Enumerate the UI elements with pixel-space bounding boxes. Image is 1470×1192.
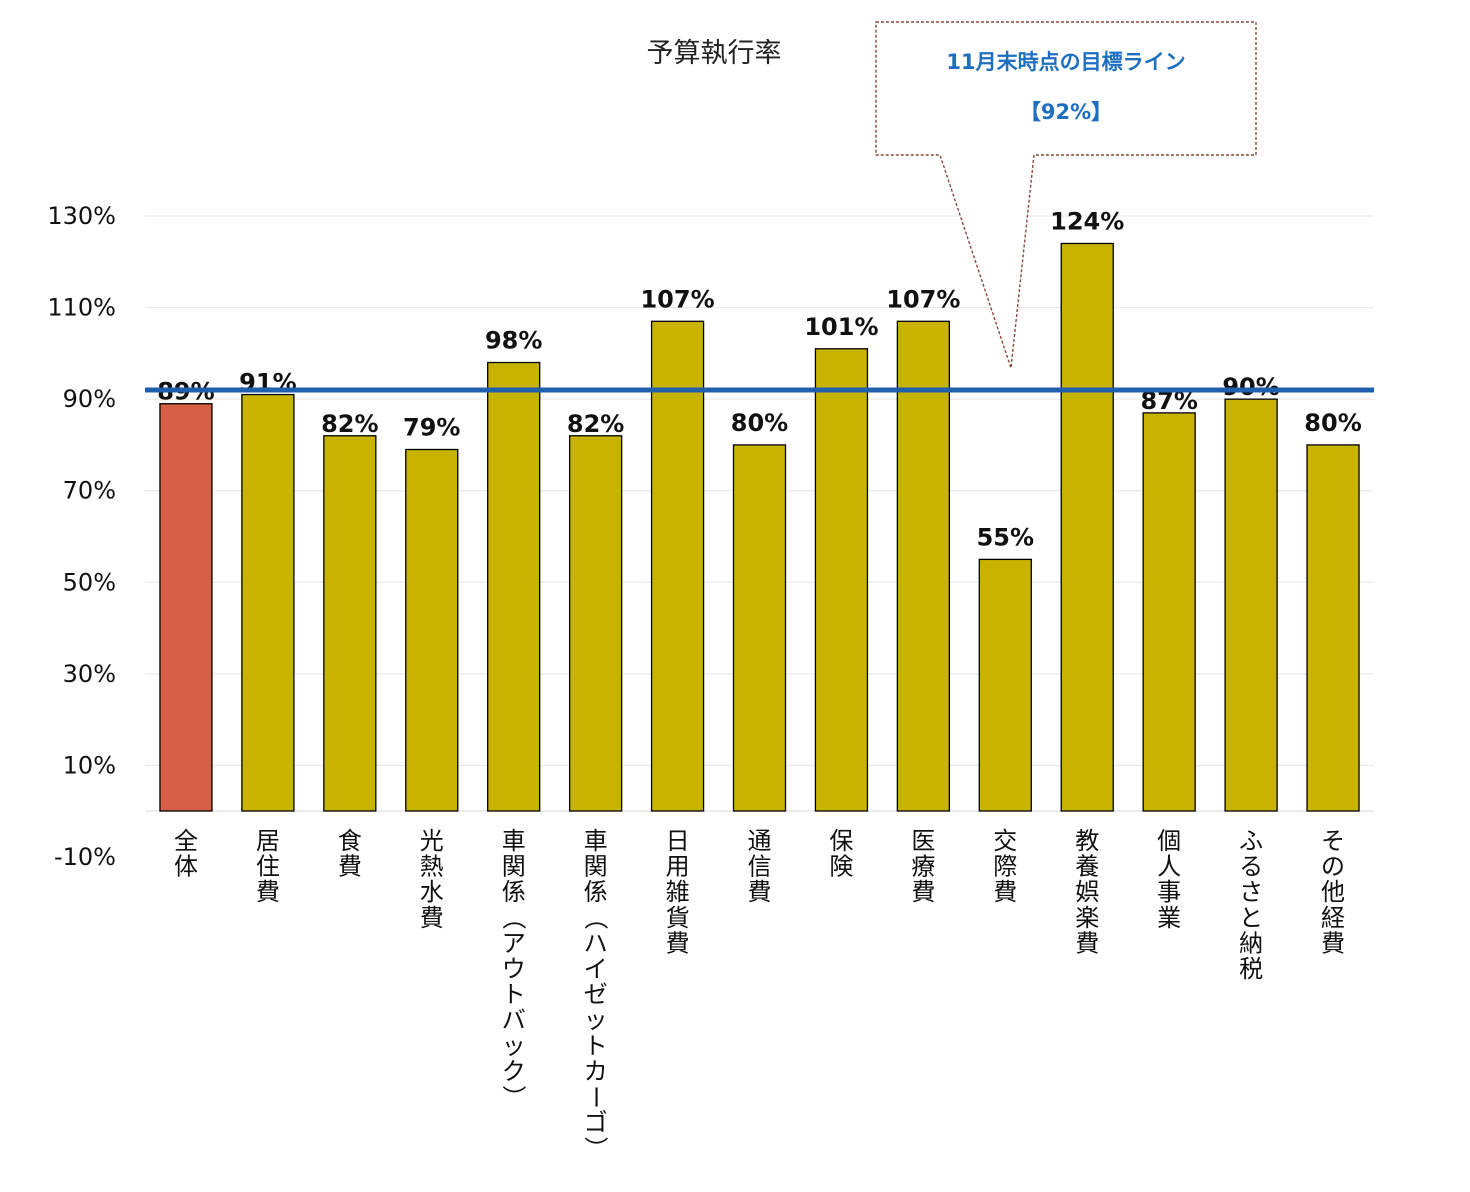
callout-value: 【92%】: [1020, 100, 1112, 124]
category-glyph: （: [582, 906, 610, 930]
bar: [732, 444, 787, 812]
data-label: 82%: [321, 410, 378, 438]
category-label: 個人事業: [1157, 827, 1181, 932]
y-tick-label: 130%: [47, 202, 116, 230]
category-label: 通信費: [748, 827, 772, 906]
data-label: 101%: [804, 313, 878, 341]
category-glyph: ー: [582, 1085, 610, 1109]
data-label: 55%: [977, 523, 1034, 551]
y-axis-ticks: 130% 110% 90% 70% 50% 30% 10% -10%: [47, 202, 116, 871]
bar: [323, 435, 377, 812]
category-glyph: ）: [500, 1085, 528, 1109]
bar: [487, 361, 541, 812]
target-callout: 11月末時点の目標ライン 【92%】: [875, 21, 1257, 369]
y-tick-label: 10%: [63, 751, 116, 779]
data-label: 82%: [567, 410, 624, 438]
y-tick-label: 110%: [47, 294, 116, 322]
y-tick-label: -10%: [54, 843, 116, 871]
category-label: 光熱水費: [420, 827, 444, 932]
category-label: 食費: [338, 827, 362, 881]
category-label: 車関係ハイゼットカゴ: [584, 827, 608, 1137]
data-label: 98%: [485, 327, 542, 355]
data-label: 107%: [640, 285, 714, 313]
category-label: 交際費: [993, 827, 1017, 906]
bar: [1224, 398, 1278, 812]
data-label: 90%: [1222, 373, 1279, 401]
data-label: 80%: [1304, 409, 1361, 437]
chart-title: 予算執行率: [647, 38, 782, 69]
data-label: 124%: [1050, 207, 1124, 235]
bar: [650, 320, 705, 812]
category-label: 居住費: [256, 827, 280, 906]
bars: [159, 242, 1360, 812]
bar: [1306, 444, 1360, 812]
category-label: ふるさと納税: [1239, 827, 1263, 983]
category-label: 全体: [174, 827, 198, 881]
bar: [159, 403, 213, 812]
bar: [896, 320, 951, 812]
bar: [814, 348, 869, 812]
data-label: 107%: [886, 285, 960, 313]
bar: [978, 558, 1032, 812]
y-tick-label: 70%: [63, 477, 116, 505]
category-glyph: ）: [582, 1136, 610, 1160]
bar: [1142, 412, 1196, 812]
bar: [1060, 242, 1114, 812]
category-glyph: （: [500, 906, 528, 930]
y-tick-label: 90%: [63, 385, 116, 413]
bar: [405, 448, 459, 812]
category-label: 車関係アウトバック: [502, 827, 526, 1085]
bar: [568, 435, 623, 812]
y-tick-label: 30%: [63, 660, 116, 688]
category-label: その他経費: [1321, 827, 1345, 957]
callout-title: 11月末時点の目標ライン: [946, 50, 1185, 74]
category-label: 医療費: [911, 827, 935, 906]
data-label: 79%: [403, 414, 460, 442]
bar: [241, 393, 295, 812]
category-labels: 全体居住費食費光熱水費車関係アウトバック（）車関係ハイゼットカゴ（ー）日用雑貨費…: [174, 827, 1345, 1160]
y-tick-label: 50%: [63, 568, 116, 596]
category-label: 保険: [829, 827, 853, 881]
callout-box: [875, 21, 1257, 369]
data-label: 80%: [731, 409, 788, 437]
category-label: 教養娯楽費: [1075, 827, 1099, 957]
category-label: 日用雑貨費: [666, 827, 690, 957]
